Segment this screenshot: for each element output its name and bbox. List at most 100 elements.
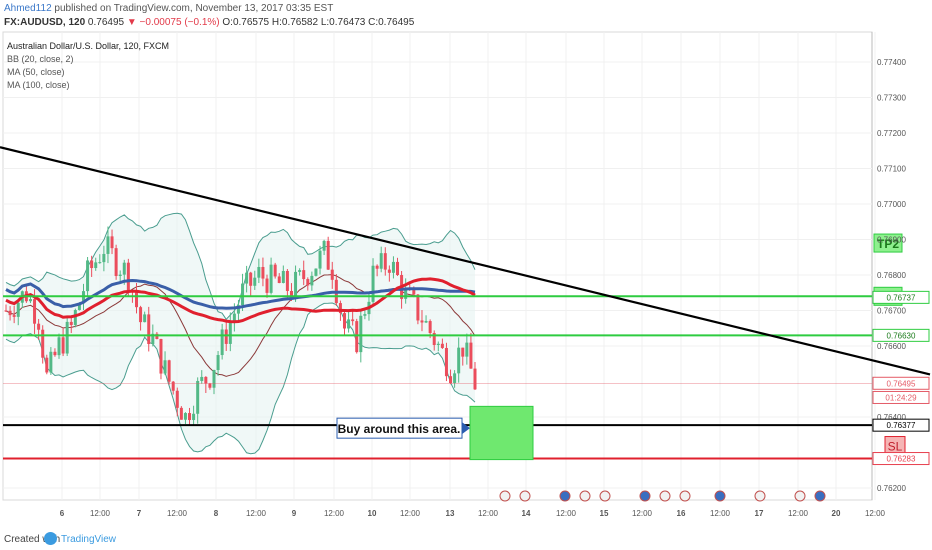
price-chart[interactable]: TP2TP1SLBuy around this area. 0.774000.7… bbox=[0, 30, 932, 530]
candle-body bbox=[322, 240, 326, 251]
candle-body bbox=[73, 310, 77, 325]
x-tick-label: 10 bbox=[368, 509, 377, 518]
candle-body bbox=[118, 274, 122, 277]
event-flag-icon bbox=[519, 490, 531, 502]
candle-body bbox=[453, 373, 457, 384]
candle-body bbox=[424, 321, 428, 323]
candle-body bbox=[102, 253, 106, 263]
candle-body bbox=[151, 333, 155, 345]
candle-body bbox=[37, 323, 41, 330]
candle-body bbox=[114, 248, 118, 277]
candle-body bbox=[53, 351, 57, 356]
y-tick-label: 0.76200 bbox=[877, 484, 906, 493]
y-tick-label: 0.77100 bbox=[877, 165, 906, 174]
event-flag-icon bbox=[794, 490, 806, 502]
candle-body bbox=[249, 272, 253, 286]
x-tick-label: 16 bbox=[677, 509, 686, 518]
candle-body bbox=[261, 266, 265, 279]
candle-body bbox=[289, 290, 293, 298]
candle-body bbox=[45, 357, 49, 373]
x-tick-label: 12:00 bbox=[90, 509, 111, 518]
author-link[interactable]: Ahmed112 bbox=[4, 3, 52, 14]
event-flag-icon bbox=[639, 490, 651, 502]
candle-body bbox=[90, 260, 94, 269]
candle-body bbox=[285, 270, 289, 291]
y-tick-label: 0.77300 bbox=[877, 94, 906, 103]
high-value: H:0.76582 bbox=[271, 17, 319, 28]
x-tick-label: 12:00 bbox=[478, 509, 499, 518]
tp2-label: TP2 bbox=[877, 237, 899, 251]
last-price: 0.76495 bbox=[87, 17, 125, 28]
y-tick-label: 0.76900 bbox=[877, 236, 906, 245]
candle-body bbox=[351, 319, 355, 322]
tradingview-brand[interactable]: TradingView bbox=[61, 534, 117, 545]
candle-body bbox=[461, 347, 465, 357]
price-label-box bbox=[872, 390, 930, 404]
candle-body bbox=[241, 283, 245, 306]
candle-body bbox=[383, 253, 387, 270]
candle-body bbox=[155, 333, 159, 339]
candle-body bbox=[65, 321, 69, 354]
candle-body bbox=[465, 342, 469, 357]
candle-body bbox=[147, 314, 151, 345]
candle-body bbox=[204, 376, 208, 384]
candle-body bbox=[236, 305, 240, 314]
publish-header: Ahmed112 published on TradingView.com, N… bbox=[0, 0, 932, 30]
candle-body bbox=[387, 269, 391, 273]
annotation-text: Buy around this area. bbox=[338, 422, 461, 436]
candle-body bbox=[371, 265, 375, 302]
sl-label: SL bbox=[888, 440, 903, 454]
candle-body bbox=[396, 261, 400, 276]
close-value: C:0.76495 bbox=[368, 17, 415, 28]
candle-body bbox=[449, 376, 453, 384]
candle-body bbox=[220, 329, 224, 356]
candle-body bbox=[257, 266, 261, 278]
candle-body bbox=[318, 250, 322, 269]
x-tick-label: 12:00 bbox=[246, 509, 267, 518]
candle-body bbox=[457, 347, 461, 374]
candle-body bbox=[163, 360, 167, 374]
candle-body bbox=[212, 370, 216, 388]
price-label: 0.76630 bbox=[887, 331, 916, 340]
x-tick-label: 6 bbox=[60, 509, 65, 518]
x-tick-label: 12:00 bbox=[556, 509, 577, 518]
candle-body bbox=[143, 314, 147, 323]
candle-body bbox=[16, 302, 20, 317]
candle-body bbox=[94, 262, 98, 269]
price-label: 0.76737 bbox=[887, 293, 916, 302]
x-tick-label: 12:00 bbox=[865, 509, 886, 518]
candle-body bbox=[61, 337, 65, 354]
tp2-box bbox=[873, 233, 903, 253]
candle-body bbox=[269, 264, 273, 293]
y-tick-label: 0.76800 bbox=[877, 271, 906, 280]
candle-body bbox=[436, 343, 440, 346]
candle-body bbox=[69, 321, 73, 325]
candle-body bbox=[469, 342, 473, 369]
x-tick-label: 7 bbox=[137, 509, 142, 518]
candle-body bbox=[306, 279, 310, 286]
candle-body bbox=[98, 262, 102, 264]
x-tick-label: 12:00 bbox=[788, 509, 809, 518]
legend-symbol: Australian Dollar/U.S. Dollar, 120, FXCM bbox=[7, 41, 170, 51]
candle-body bbox=[473, 368, 477, 390]
event-flag-icon bbox=[814, 490, 826, 502]
price-label-box bbox=[872, 418, 930, 432]
candle-body bbox=[196, 380, 200, 414]
candle-body bbox=[273, 264, 277, 277]
footer: Created with TradingView bbox=[0, 530, 932, 550]
candle-body bbox=[432, 332, 436, 346]
time-axis: 6 12:00 7 12:00 8 12:00 9 12:00 10 12:00 13 12:00 14… bbox=[60, 509, 886, 518]
candle-body bbox=[4, 310, 8, 312]
x-tick-label: 12:00 bbox=[632, 509, 653, 518]
economic-events bbox=[499, 490, 826, 502]
tradingview-logo-icon bbox=[44, 532, 57, 545]
candle-body bbox=[265, 278, 269, 293]
candle-body bbox=[110, 236, 114, 249]
price-axis: 0.77400 0.77300 0.77200 0.77100 0.77000 0.769… bbox=[872, 58, 930, 493]
legend-ma50: MA (50, close) bbox=[7, 67, 65, 77]
event-flag-icon bbox=[499, 490, 511, 502]
event-flag-icon bbox=[659, 490, 671, 502]
candle-body bbox=[355, 321, 359, 353]
candle-body bbox=[139, 307, 143, 323]
candle-body bbox=[106, 236, 110, 254]
